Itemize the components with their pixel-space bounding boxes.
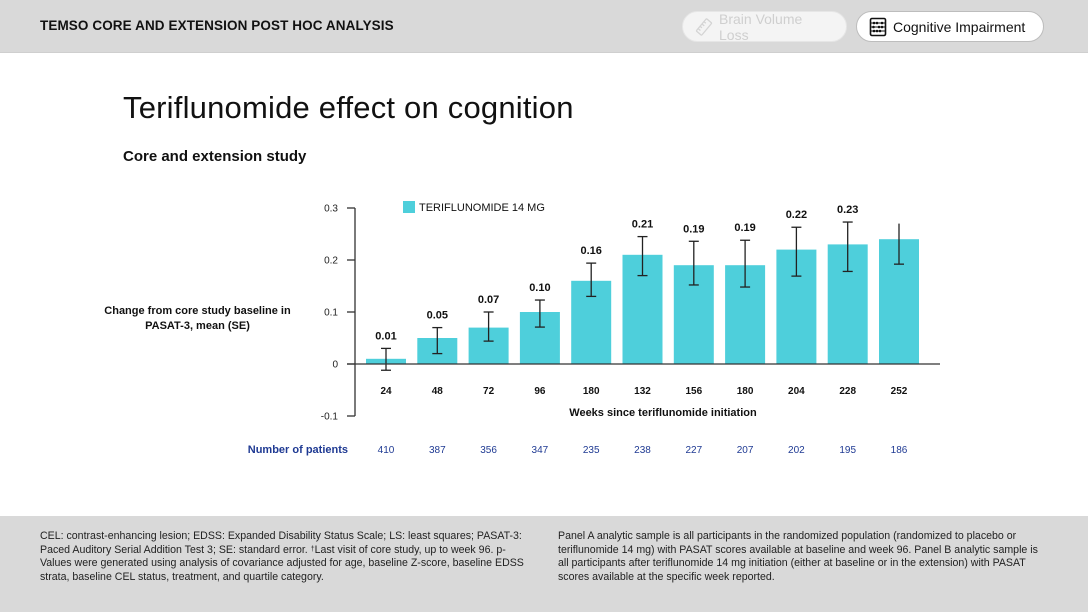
tab-label: Cognitive Impairment — [893, 18, 1026, 35]
y-tick-label: -0.1 — [321, 412, 339, 423]
footnote-analytic-sample: Panel A analytic sample is all participa… — [558, 530, 1038, 583]
patient-count: 235 — [583, 445, 600, 456]
tab-brain-volume-loss[interactable]: Brain Volume Loss — [682, 10, 847, 43]
data-label: 0.21 — [632, 219, 653, 231]
x-tick-label: 180 — [583, 386, 600, 397]
x-tick-label: 252 — [891, 386, 908, 397]
patient-count: 347 — [532, 445, 549, 456]
page-title: Teriflunomide effect on cognition — [123, 90, 574, 125]
y-tick-label: 0.1 — [324, 308, 338, 319]
footnote-abbreviations: CEL: contrast-enhancing lesion; EDSS: Ex… — [40, 530, 524, 583]
patient-count: 227 — [685, 445, 702, 456]
x-tick-label: 24 — [380, 386, 392, 397]
patient-count: 202 — [788, 445, 805, 456]
ruler-icon — [695, 17, 713, 36]
y-axis-label: Change from core study baseline in PASAT… — [104, 305, 291, 332]
x-tick-label: 228 — [839, 386, 856, 397]
data-label: 0.16 — [580, 245, 601, 257]
x-tick-label: 204 — [788, 386, 805, 397]
patient-count: 207 — [737, 445, 754, 456]
legend-swatch — [403, 201, 415, 213]
data-label: 0.01 — [375, 330, 396, 342]
abacus-icon — [869, 17, 887, 36]
data-label: 0.10 — [529, 282, 550, 294]
bar-chart: 0.30.20.10-0.10.01244100.05483870.077235… — [248, 201, 940, 456]
patient-count: 387 — [429, 445, 446, 456]
patient-count: 356 — [480, 445, 497, 456]
y-tick-label: 0.2 — [324, 256, 338, 267]
x-tick-label: 96 — [534, 386, 546, 397]
tab-cognitive-impairment[interactable]: Cognitive Impairment — [856, 11, 1044, 42]
patient-count: 410 — [378, 445, 395, 456]
x-tick-label: 132 — [634, 386, 651, 397]
study-title: TEMSO CORE AND EXTENSION POST HOC ANALYS… — [40, 18, 394, 33]
x-axis-title: Weeks since teriflunomide initiation — [569, 407, 757, 419]
x-tick-label: 48 — [432, 386, 444, 397]
patient-count: 195 — [839, 445, 856, 456]
patient-count: 238 — [634, 445, 651, 456]
x-tick-label: 72 — [483, 386, 495, 397]
x-tick-label: 180 — [737, 386, 754, 397]
legend-label: TERIFLUNOMIDE 14 MG — [419, 202, 545, 214]
data-label: 0.22 — [786, 209, 807, 221]
data-label: 0.19 — [683, 223, 704, 235]
y-tick-label: 0.3 — [324, 204, 338, 215]
page-subtitle: Core and extension study — [123, 148, 307, 165]
y-tick-label: 0 — [332, 360, 338, 371]
patient-count: 186 — [891, 445, 908, 456]
tab-label: Brain Volume Loss — [719, 10, 803, 43]
x-tick-label: 156 — [685, 386, 702, 397]
data-label: 0.07 — [478, 294, 499, 306]
patients-row-label: Number of patients — [248, 444, 348, 456]
data-label: 0.23 — [837, 204, 858, 216]
data-label: 0.19 — [734, 222, 755, 234]
data-label: 0.05 — [427, 310, 448, 322]
footnotes: CEL: contrast-enhancing lesion; EDSS: Ex… — [0, 516, 1088, 612]
header-bar: TEMSO CORE AND EXTENSION POST HOC ANALYS… — [0, 0, 1088, 53]
